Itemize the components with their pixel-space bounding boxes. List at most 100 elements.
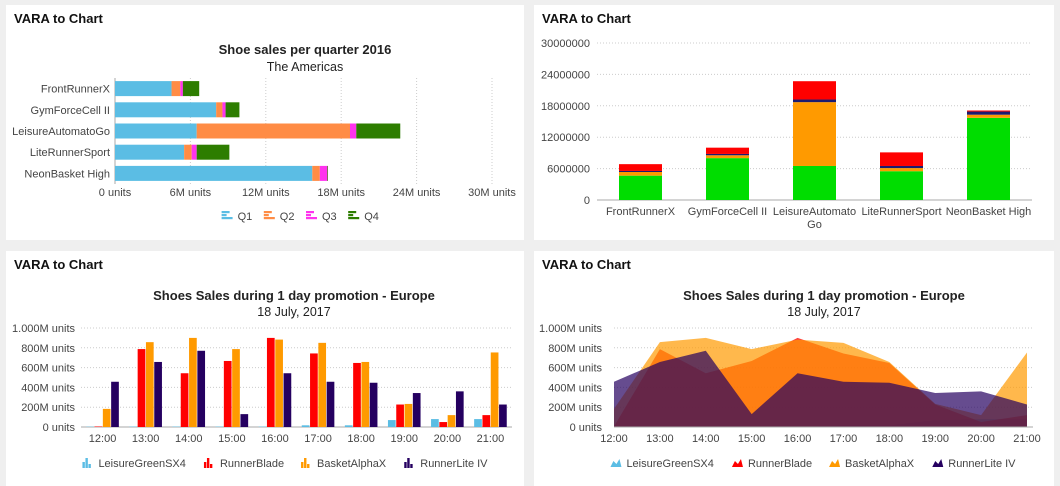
legend-icon bbox=[301, 458, 310, 468]
bar-segment bbox=[319, 165, 328, 181]
area-series bbox=[614, 350, 1027, 427]
x-tick-label: 24M units bbox=[393, 187, 441, 199]
x-tick-label: 17:00 bbox=[304, 433, 332, 445]
y-tick-label: 24000000 bbox=[541, 69, 590, 81]
legend-label: Q1 bbox=[238, 211, 253, 223]
bar bbox=[474, 419, 482, 427]
chart-subtitle: The Americas bbox=[267, 60, 343, 74]
x-tick-label: 20:00 bbox=[434, 433, 462, 445]
y-tick-label: 800M units bbox=[21, 343, 75, 355]
legend-label: LeisureGreenSX4 bbox=[98, 458, 185, 470]
legend-label: RunnerBlade bbox=[220, 458, 284, 470]
bar bbox=[111, 381, 119, 427]
panel-bottom-left: VARA to Chart bbox=[6, 251, 524, 486]
bar-segment bbox=[880, 152, 923, 166]
panel-title: VARA to Chart bbox=[542, 257, 631, 272]
bar-segment bbox=[619, 170, 662, 173]
y-tick-label: FrontRunnerX bbox=[41, 84, 111, 96]
legend-icon bbox=[731, 459, 743, 467]
bar bbox=[102, 408, 111, 427]
x-tick-label: 18:00 bbox=[876, 433, 904, 445]
bar bbox=[318, 342, 327, 427]
panel-top-left: VARA to Chart bbox=[6, 5, 524, 240]
y-tick-label: LiteRunnerSport bbox=[30, 147, 110, 159]
bar-segment bbox=[115, 144, 185, 160]
y-tick-label: 0 units bbox=[43, 422, 76, 434]
x-tick-label: 13:00 bbox=[646, 433, 674, 445]
bar bbox=[301, 425, 310, 427]
y-tick-label: 800M units bbox=[548, 343, 602, 355]
bar-segment bbox=[793, 81, 836, 100]
bar bbox=[240, 414, 249, 427]
bar-segment bbox=[793, 102, 836, 166]
x-tick-label: LeisureAutomato bbox=[773, 206, 856, 218]
bar bbox=[490, 352, 499, 427]
x-tick-label: GymForceCell II bbox=[688, 206, 767, 218]
bar bbox=[369, 382, 378, 427]
bar bbox=[189, 337, 197, 427]
x-tick-label: 14:00 bbox=[692, 433, 720, 445]
bar bbox=[310, 353, 318, 427]
legend-icon bbox=[348, 211, 360, 220]
x-tick-label: 19:00 bbox=[390, 433, 418, 445]
bar bbox=[396, 404, 404, 427]
bar-segment bbox=[115, 81, 172, 97]
bar-segment bbox=[312, 165, 320, 181]
y-tick-label: 200M units bbox=[548, 402, 602, 414]
bar-segment bbox=[349, 123, 357, 139]
bar-segment bbox=[967, 117, 1010, 200]
legend-icon bbox=[306, 211, 317, 220]
legend-icon bbox=[263, 211, 275, 220]
x-tick-label: FrontRunnerX bbox=[606, 206, 676, 218]
bar-segment bbox=[184, 144, 192, 160]
x-tick-label: 12:00 bbox=[600, 433, 628, 445]
x-tick-label: 16:00 bbox=[784, 433, 812, 445]
x-tick-label: NeonBasket High bbox=[946, 206, 1032, 218]
bar bbox=[283, 373, 292, 427]
legend-label: RunnerLite IV bbox=[948, 458, 1016, 470]
bar-segment bbox=[967, 111, 1010, 115]
legend-label: Q3 bbox=[322, 211, 337, 223]
legend-label: Q2 bbox=[280, 211, 295, 223]
legend-label: RunnerLite IV bbox=[420, 458, 488, 470]
bar bbox=[137, 349, 146, 427]
legend-icon bbox=[82, 458, 91, 468]
bar bbox=[361, 361, 370, 427]
bar-segment bbox=[115, 165, 313, 181]
legend-label: Q4 bbox=[364, 211, 379, 223]
chart-title: Shoes Sales during 1 day promotion - Eur… bbox=[683, 288, 965, 303]
bar bbox=[412, 393, 421, 427]
bar-segment bbox=[191, 144, 197, 160]
panel-title: VARA to Chart bbox=[14, 257, 103, 272]
x-tick-label: 15:00 bbox=[218, 433, 246, 445]
x-tick-label: 16:00 bbox=[261, 433, 289, 445]
bar-segment bbox=[880, 168, 923, 172]
y-tick-label: 30000000 bbox=[541, 38, 590, 50]
bar-segment bbox=[115, 102, 217, 118]
y-tick-label: 1.000M units bbox=[12, 323, 75, 335]
y-tick-label: 12000000 bbox=[541, 132, 590, 144]
panel-title: VARA to Chart bbox=[14, 11, 103, 26]
bar-segment bbox=[706, 147, 749, 154]
bar bbox=[223, 360, 232, 427]
bar-segment bbox=[216, 102, 223, 118]
bar-segment bbox=[706, 153, 749, 156]
bar-segment bbox=[793, 99, 836, 103]
x-tick-label: 13:00 bbox=[132, 433, 160, 445]
legend-icon bbox=[610, 459, 622, 467]
legend-label: BasketAlphaX bbox=[845, 458, 915, 470]
x-tick-label: LiteRunnerSport bbox=[861, 206, 941, 218]
bar bbox=[232, 349, 240, 427]
x-tick-label: 15:00 bbox=[738, 433, 766, 445]
bar bbox=[482, 415, 491, 427]
bar bbox=[353, 362, 361, 427]
y-tick-label: NeonBasket High bbox=[24, 168, 110, 180]
bar bbox=[499, 404, 507, 427]
legend-icon bbox=[203, 458, 213, 468]
legend-icon bbox=[221, 211, 233, 220]
y-tick-label: 600M units bbox=[548, 363, 602, 375]
bar-segment bbox=[225, 102, 240, 118]
bar-segment bbox=[222, 102, 226, 118]
